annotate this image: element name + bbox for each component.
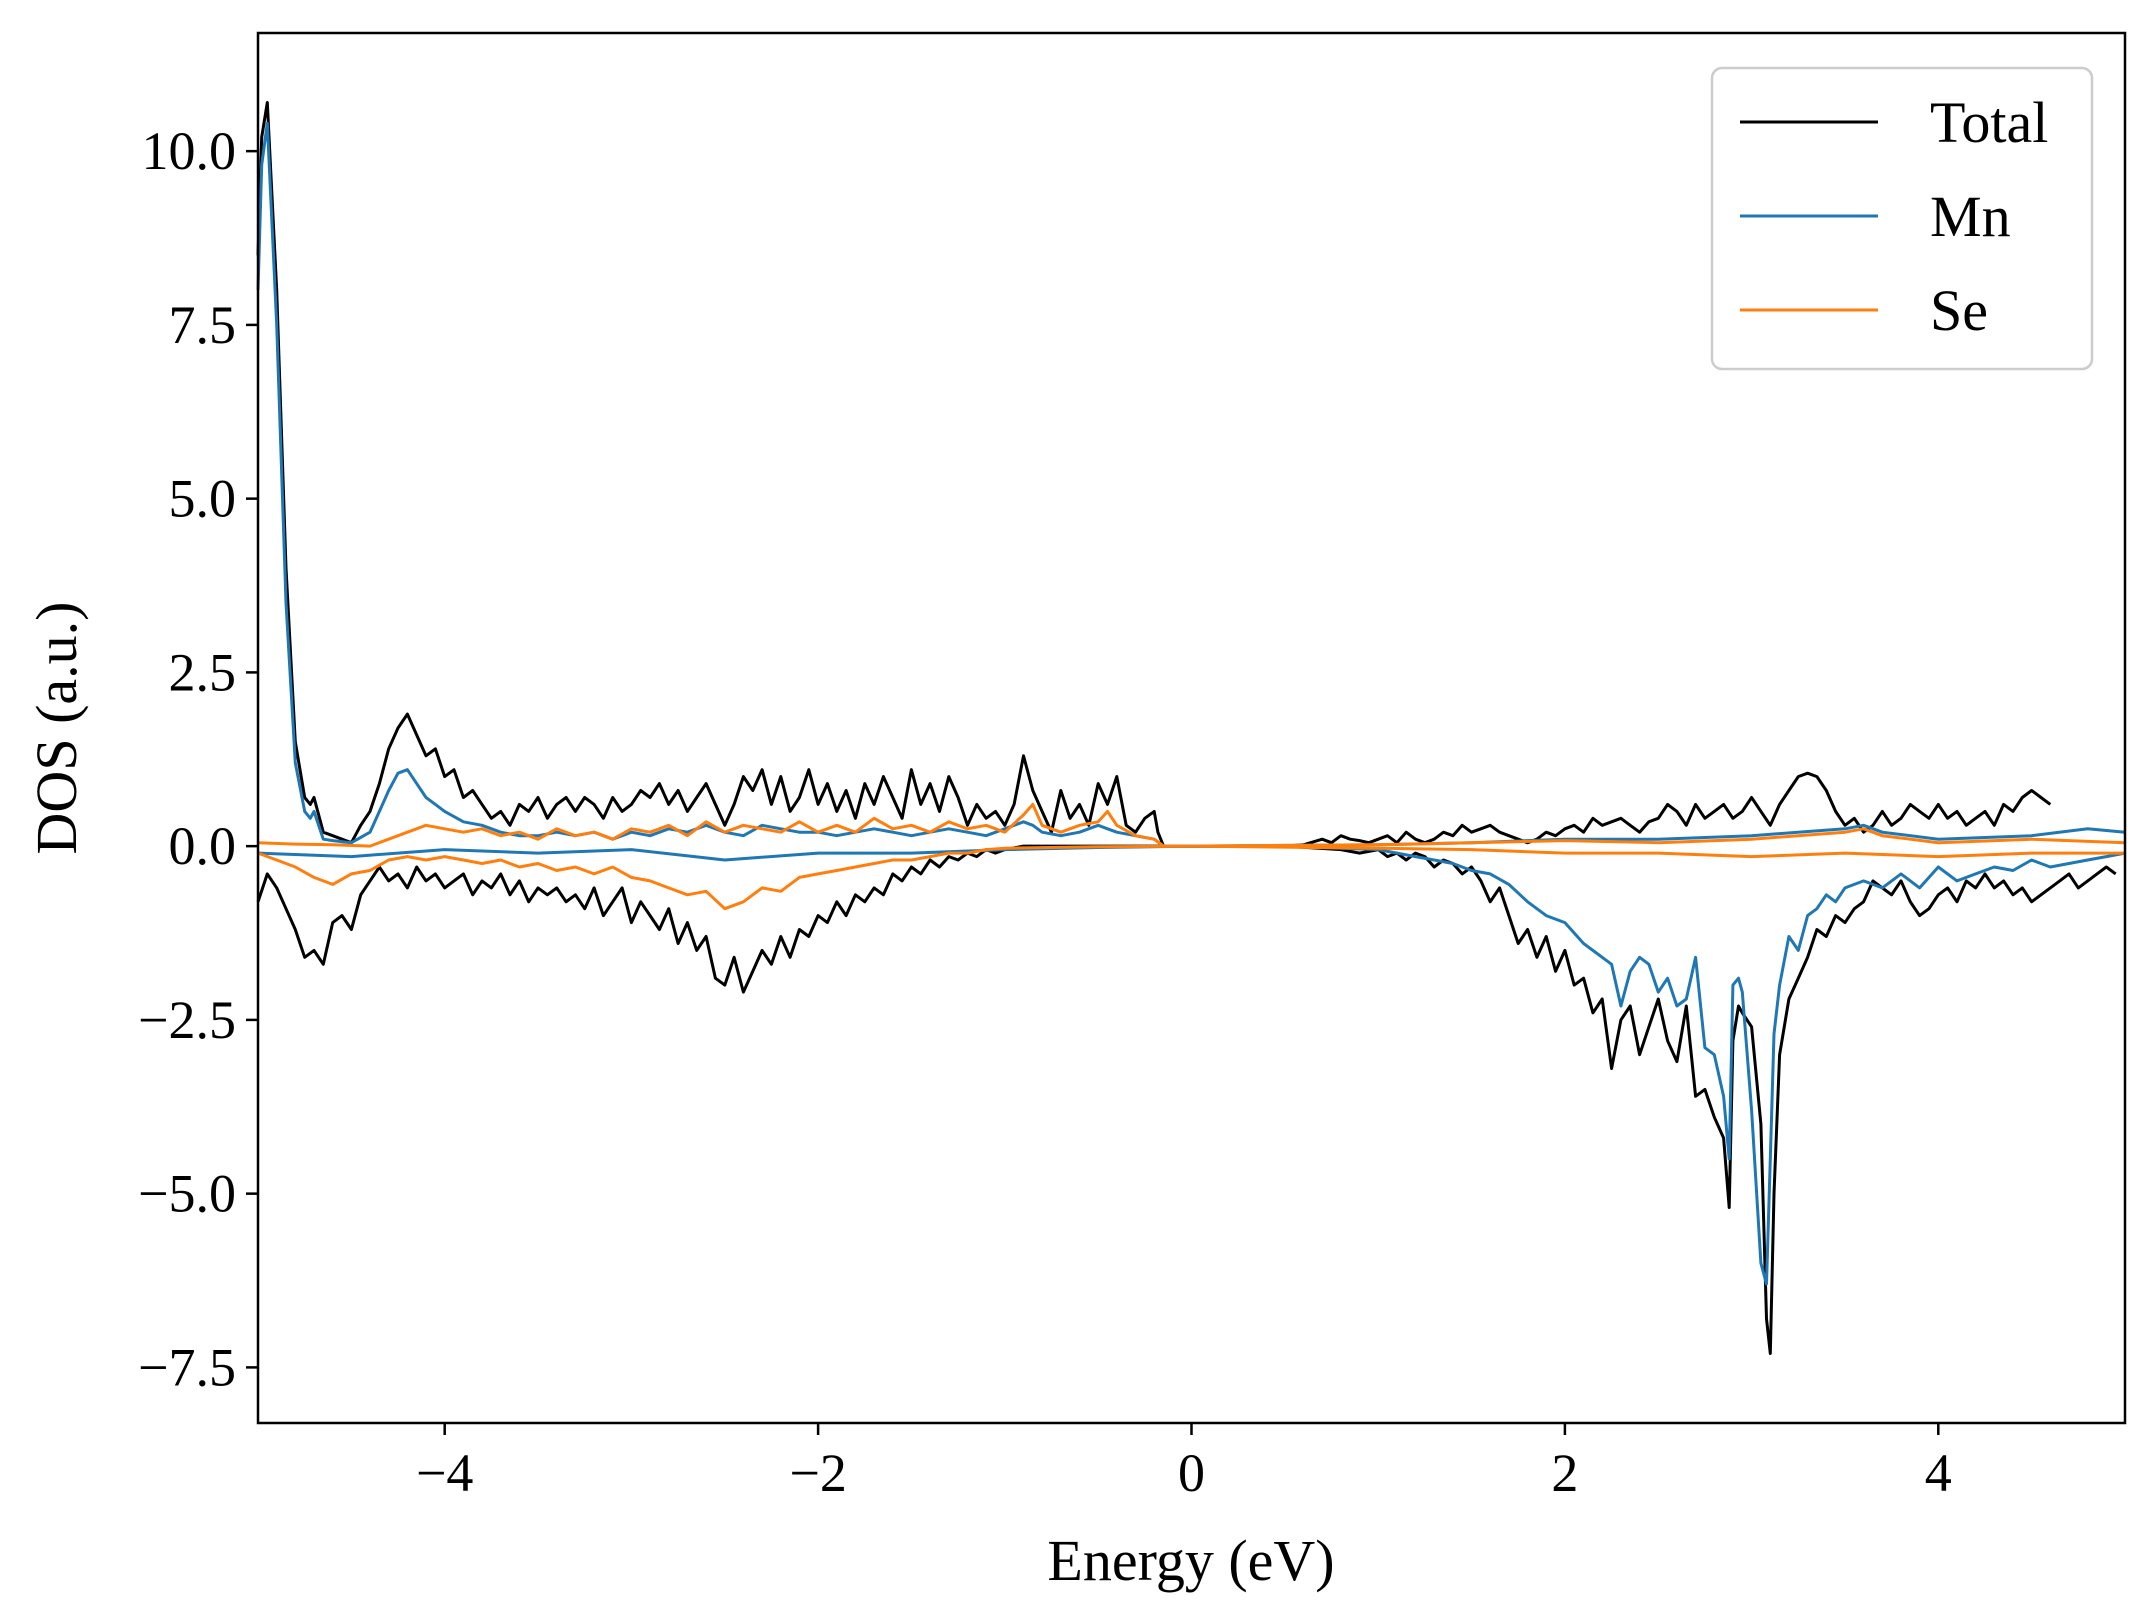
x-tick-label: −2: [789, 1443, 846, 1503]
y-axis-label: DOS (a.u.): [24, 602, 89, 855]
y-tick-label: 7.5: [169, 295, 237, 355]
y-tick-label: 5.0: [169, 469, 237, 529]
x-axis-label: Energy (eV): [1047, 1528, 1334, 1593]
x-tick-label: −4: [416, 1443, 473, 1503]
legend: Total Mn Se: [1710, 66, 2094, 371]
legend-label-total: Total: [1930, 90, 2048, 155]
y-tick-label: 10.0: [142, 121, 237, 181]
y-tick-label: −7.5: [138, 1337, 236, 1397]
plot-lines: [256, 101, 2126, 1355]
legend-label-se: Se: [1930, 278, 1988, 343]
x-axis: −4 −2 0 2 4: [416, 1423, 1952, 1503]
series-line-se-down: [257, 844, 2125, 911]
series-line-total-up: [256, 101, 2052, 848]
series-line-se-up: [257, 802, 2126, 848]
y-tick-label: −5.0: [138, 1164, 236, 1224]
y-tick-label: −2.5: [138, 990, 236, 1050]
legend-box: [1710, 66, 2094, 371]
legend-label-mn: Mn: [1930, 184, 2011, 249]
y-tick-label: 2.5: [169, 642, 237, 702]
x-tick-label: 2: [1551, 1443, 1578, 1503]
y-tick-label: 0.0: [169, 816, 237, 876]
y-axis: 10.0 7.5 5.0 2.5 0.0 −2.5 −5.0 −7.5: [138, 121, 258, 1397]
x-tick-label: 4: [1925, 1443, 1952, 1503]
x-tick-label: 0: [1178, 1443, 1205, 1503]
